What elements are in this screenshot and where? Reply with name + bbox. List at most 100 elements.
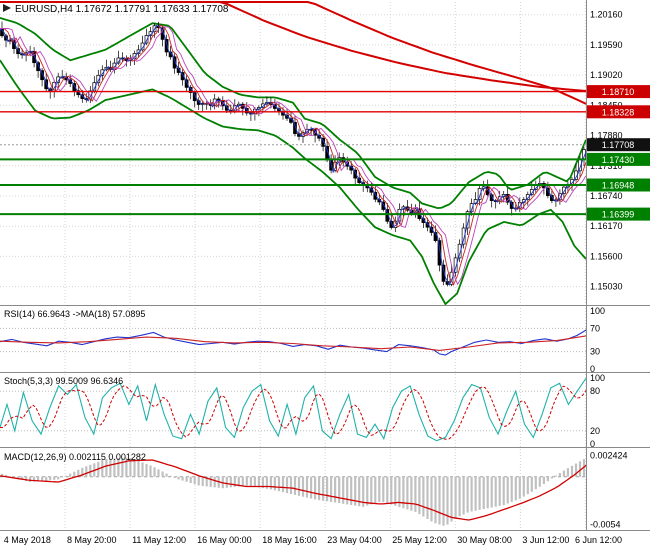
stochastic-panel bbox=[0, 377, 586, 442]
current-price-tag bbox=[587, 138, 650, 152]
time-label: 8 May 20:00 bbox=[67, 535, 117, 545]
moving-average-line bbox=[0, 24, 586, 287]
candle-bullish bbox=[100, 69, 105, 76]
candle-bearish bbox=[505, 194, 510, 203]
moving-average-line bbox=[0, 26, 586, 286]
candle-bearish bbox=[180, 72, 185, 81]
candle-bearish bbox=[429, 226, 434, 233]
stoch-tick-label: 80 bbox=[590, 386, 600, 396]
candle-bearish bbox=[184, 79, 189, 88]
price-tick-label: 1.20160 bbox=[590, 10, 623, 20]
support-price-tag bbox=[587, 178, 650, 192]
rsi-indicator-label: RSI(14) 66.9643 ->MA(18) 57.0895 bbox=[4, 309, 145, 319]
time-label: 30 May 08:00 bbox=[457, 535, 512, 545]
candle-bearish bbox=[437, 240, 442, 266]
price-tick-label: 1.15030 bbox=[590, 282, 623, 292]
price-tick-label: 1.19020 bbox=[590, 70, 623, 80]
candle-bullish bbox=[96, 74, 101, 84]
price-tick-label: 1.19590 bbox=[590, 40, 623, 50]
candle-bearish bbox=[433, 232, 438, 241]
candle-bearish bbox=[321, 137, 325, 147]
candle-bearish bbox=[164, 39, 169, 53]
candle-bearish bbox=[373, 191, 378, 200]
time-label: 11 May 12:00 bbox=[132, 535, 186, 545]
candle-bearish bbox=[381, 201, 386, 210]
candle-bearish bbox=[385, 209, 390, 222]
price-tick-label: 1.15600 bbox=[590, 251, 623, 261]
candle-bearish bbox=[353, 169, 358, 179]
resistance-price-tag bbox=[587, 85, 650, 99]
resistance-price-tag-label: 1.18710 bbox=[602, 87, 635, 97]
support-price-tag-label: 1.16399 bbox=[602, 210, 635, 220]
candle-bearish bbox=[550, 195, 554, 201]
candle-bullish bbox=[525, 194, 530, 200]
candle-bearish bbox=[285, 114, 289, 119]
bollinger-upper-band bbox=[0, 17, 586, 210]
candle-bearish bbox=[389, 220, 394, 228]
candle-bearish bbox=[44, 79, 49, 90]
price-tick-label: 1.16740 bbox=[590, 191, 623, 201]
time-label: 25 May 12:00 bbox=[392, 535, 447, 545]
candle-bullish bbox=[144, 35, 149, 44]
candle-bearish bbox=[244, 108, 249, 114]
candle-bearish bbox=[192, 92, 197, 102]
macd-indicator-label: MACD(12,26,9) 0.002115 0.001282 bbox=[4, 452, 146, 462]
macd-panel bbox=[0, 457, 586, 526]
time-label: 18 May 16:00 bbox=[262, 535, 317, 545]
candle-bearish bbox=[546, 187, 550, 196]
moving-average-line bbox=[0, 24, 586, 286]
candle-bullish bbox=[465, 211, 470, 229]
time-label: 3 Jun 12:00 bbox=[522, 535, 569, 545]
time-label: 6 Jun 12:00 bbox=[575, 535, 622, 545]
price-tick-label: 1.16170 bbox=[590, 221, 623, 231]
time-label: 23 May 04:00 bbox=[327, 535, 382, 545]
macd-tick-label: -0.0054 bbox=[590, 520, 621, 530]
candle-bullish bbox=[562, 186, 566, 194]
candle-bearish bbox=[36, 62, 40, 72]
support-price-tag bbox=[587, 207, 650, 221]
rsi-tick-label: 0 bbox=[590, 364, 595, 374]
price-panel bbox=[0, 0, 586, 305]
support-price-tag-label: 1.16948 bbox=[602, 181, 635, 191]
candle-bearish bbox=[489, 194, 494, 201]
macd-signal-line bbox=[0, 459, 586, 521]
stoch-tick-label: 100 bbox=[590, 373, 605, 383]
candle-bearish bbox=[293, 122, 297, 134]
price-axis[interactable]: 1.201601.195901.190201.184501.178801.173… bbox=[587, 10, 650, 530]
current-price-tag-label: 1.17708 bbox=[602, 140, 635, 150]
resistance-price-tag bbox=[587, 105, 650, 119]
candle-bullish bbox=[469, 203, 474, 213]
panel-separators bbox=[0, 0, 650, 531]
support-price-tag bbox=[587, 152, 650, 166]
time-axis[interactable]: 4 May 2018 8 May 20:00 11 May 12:00 16 May … bbox=[4, 535, 622, 545]
candle-bearish bbox=[441, 264, 446, 282]
candle-bearish bbox=[509, 201, 514, 209]
rsi-ma-line bbox=[0, 335, 586, 351]
macd-tick-label: 0.002424 bbox=[590, 450, 628, 460]
rsi-tick-label: 100 bbox=[590, 306, 605, 316]
quick-trade-arrow-icon[interactable] bbox=[3, 4, 11, 12]
stoch-tick-label: 0 bbox=[590, 439, 595, 449]
candle-bearish bbox=[172, 56, 177, 69]
stoch-signal-line bbox=[0, 385, 586, 440]
candle-bullish bbox=[477, 188, 482, 200]
stochastic-indicator-label: Stoch(5,3,3) 99.5009 96.6346 bbox=[4, 376, 123, 386]
candle-bullish bbox=[473, 199, 478, 204]
candle-bullish bbox=[529, 189, 534, 195]
candle-bullish bbox=[453, 257, 458, 273]
candle-bullish bbox=[92, 82, 97, 92]
candle-bearish bbox=[224, 105, 229, 111]
candle-bearish bbox=[32, 51, 36, 64]
stoch-tick-label: 20 bbox=[590, 426, 600, 436]
price-tick-label: 1.17880 bbox=[590, 131, 623, 141]
rsi-panel bbox=[0, 327, 586, 356]
resistance-price-tag-label: 1.18328 bbox=[602, 107, 635, 117]
bollinger-lower-band bbox=[0, 59, 586, 305]
candle-bullish bbox=[457, 243, 462, 259]
chart-title-ohlc: EURUSD,H4 1.17672 1.17791 1.17633 1.1770… bbox=[15, 4, 229, 15]
support-price-tag-label: 1.17430 bbox=[602, 155, 635, 165]
candle-bearish bbox=[72, 83, 77, 92]
time-label: 4 May 2018 bbox=[4, 535, 51, 545]
